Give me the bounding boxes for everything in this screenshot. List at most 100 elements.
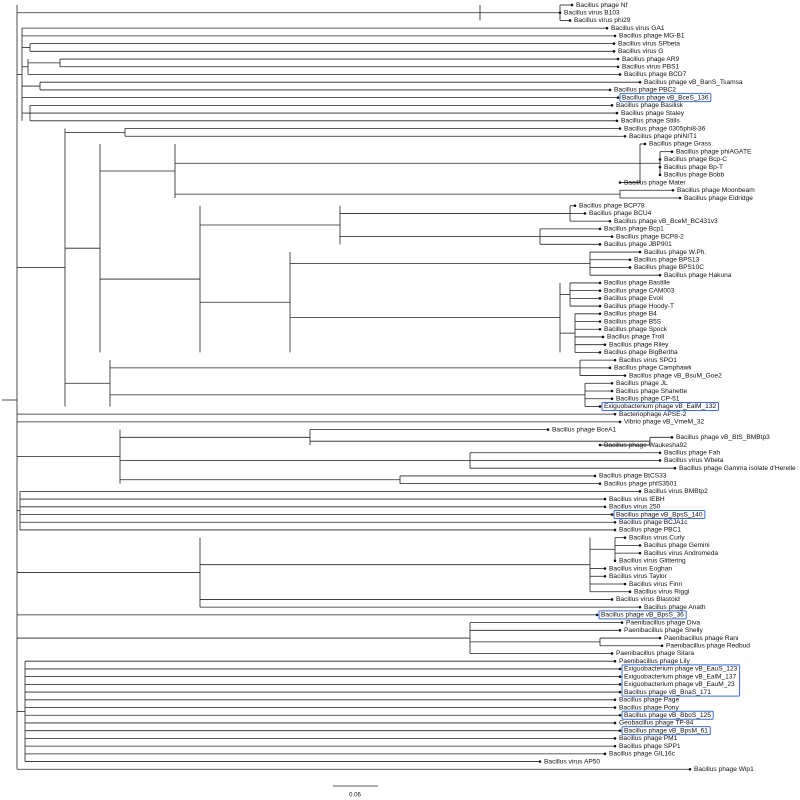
leaf-label: Bacillus phage vB_BpsM_61 xyxy=(624,727,708,734)
leaf-label: Bacillus phage Troll xyxy=(607,334,665,341)
leaf-label: Bacillus virus BMBtp2 xyxy=(644,488,708,495)
leaf-tip xyxy=(638,551,642,555)
leaf-label: Bacillus phage vB_BceM_BC431v3 xyxy=(614,218,718,225)
leaf-label: Bacillus virus Taylor xyxy=(609,573,668,580)
leaf-tip xyxy=(678,196,682,200)
leaf-label: Bacillus phage Hakuna xyxy=(664,272,732,279)
leaf-label: Bacillus phage BPS10C xyxy=(634,264,704,271)
leaf-tip xyxy=(658,273,662,277)
leaf-label: Bacillus phage PBC1 xyxy=(619,527,681,534)
leaf-tip xyxy=(610,381,614,385)
leaf-label: Bacillus virus Glittering xyxy=(619,558,686,565)
leaf-tip xyxy=(598,281,602,285)
leaf-tip xyxy=(598,297,602,300)
leaf-tip xyxy=(598,312,602,316)
leaf-tip xyxy=(618,729,622,732)
leaf-label: Bacillus phage Bobb xyxy=(664,172,724,179)
leaf-tip xyxy=(610,104,614,107)
leaf-tip xyxy=(613,659,617,663)
leaf-label: Bacillus phage CP-51 xyxy=(616,395,680,402)
leaf-label: Bacillus virus Wbeta xyxy=(664,457,724,464)
leaf-tip xyxy=(638,250,642,254)
leaf-tip xyxy=(673,466,677,470)
leaf-label: Bacillus phage Pony xyxy=(619,704,679,711)
leaf-label: Bacillus phage BCP78 xyxy=(579,202,645,209)
leaf-tip xyxy=(613,34,617,38)
leaf-label: Bacillus phage vB_BceS_136 xyxy=(622,94,709,101)
highlight-box xyxy=(619,93,712,103)
leaf-label: Bacillus phage Spock xyxy=(604,326,668,333)
leaf-tip xyxy=(593,474,597,478)
leaf-tip xyxy=(613,559,617,563)
leaf-tip xyxy=(618,420,622,424)
leaf-tip xyxy=(658,165,662,169)
leaf-tip xyxy=(618,127,622,130)
leaf-label: Bacillus phage Waukesha92 xyxy=(604,442,687,449)
leaf-tip xyxy=(670,150,674,153)
leaf-tip xyxy=(598,320,602,323)
leaf-label: Bacillus virus Finn xyxy=(629,581,682,588)
leaf-tip xyxy=(613,698,617,702)
leaf-tip xyxy=(618,629,622,632)
leaf-label: Bacillus virus IEBH xyxy=(609,496,665,503)
leaf-label: Bacillus phage phiAGATE xyxy=(676,148,752,155)
leaf-label: Bacillus virus G xyxy=(618,48,663,55)
leaf-label: Bacillus phage Shanette xyxy=(616,388,687,395)
leaf-tip xyxy=(658,636,662,640)
leaf-label: Bacillus phage BCJA1c xyxy=(619,519,688,526)
leaf-label: Bacillus phage vB_BpsS_140 xyxy=(616,511,703,518)
leaf-label: Bacillus phage JL xyxy=(616,380,668,387)
leaf-tip xyxy=(628,258,632,262)
leaf-tip xyxy=(573,204,577,208)
leaf-tip xyxy=(660,644,664,648)
leaf-tip xyxy=(608,366,612,370)
leaf-tip xyxy=(603,574,607,578)
leaf-tip xyxy=(610,397,614,401)
leaf-label: Bacillus virus SPbeta xyxy=(618,40,680,47)
leaf-label: Vibrio phage vB_VmeM_32 xyxy=(624,419,704,426)
leaf-label: Bacillus virus SPO1 xyxy=(619,357,677,364)
leaf-label: Exiguobacterium phage vB_EalM_132 xyxy=(604,403,716,410)
leaf-label: Bacillus phage BceA1 xyxy=(552,426,616,433)
leaf-label: Bacillus phage MG-B1 xyxy=(619,33,685,40)
leaf-tip xyxy=(638,80,642,84)
leaf-tip xyxy=(616,65,620,69)
leaf-label: Bacillus phage vB_BpsS_36 xyxy=(601,612,684,619)
leaf-tip xyxy=(603,343,607,346)
leaf-label: Bacillus phage CAM003 xyxy=(604,287,675,294)
leaf-label: Bacillus virus Curly xyxy=(629,534,685,541)
leaf-tip xyxy=(618,675,622,678)
leaf-tip xyxy=(603,752,607,756)
leaf-tip xyxy=(613,358,617,362)
leaf-tip xyxy=(601,335,605,339)
leaf-tip xyxy=(613,520,617,524)
leaf-tip xyxy=(608,88,612,92)
leaf-label: Bacillus phage Camphawk xyxy=(614,365,692,372)
leaf-label: Paenibacillus phage Shelly xyxy=(624,627,704,634)
highlight-box xyxy=(621,710,714,720)
leaf-label: Bacillus phage Stills xyxy=(621,118,680,125)
leaf-label: Exiguobacterium phage vB_EalM_137 xyxy=(624,673,736,680)
leaf-tip xyxy=(638,544,642,547)
leaf-tip xyxy=(688,767,692,771)
leaf-tip xyxy=(638,490,642,493)
leaf-label: Paenibacillus phage Rani xyxy=(664,635,739,642)
leaf-label: Bacillus phage Fah xyxy=(664,450,720,457)
leaf-label: Bacillus phage Gemini xyxy=(644,542,710,549)
leaf-tip xyxy=(658,173,662,177)
leaf-tip xyxy=(610,389,614,393)
leaf-tip xyxy=(618,73,622,76)
leaf-tip xyxy=(558,11,562,15)
leaf-tip xyxy=(598,289,602,292)
leaf-label: Bacillus phage Moonbeam xyxy=(677,187,755,194)
leaf-label: Bacillus phage BCD7 xyxy=(624,71,687,78)
leaf-label: Bacillus virus GA1 xyxy=(611,25,665,32)
leaf-label: Bacillus phage GIL16c xyxy=(609,751,676,758)
leaf-tip xyxy=(613,721,617,725)
leaf-label: Exiguobacterium phage vB_EauS_123 xyxy=(624,666,738,673)
leaf-label: Bacillus phage vB_BsuM_Goe2 xyxy=(629,372,722,379)
leaf-tip xyxy=(598,351,602,354)
leaf-label: Bacillus phage PM1 xyxy=(619,735,678,742)
leaf-tip xyxy=(605,26,609,30)
